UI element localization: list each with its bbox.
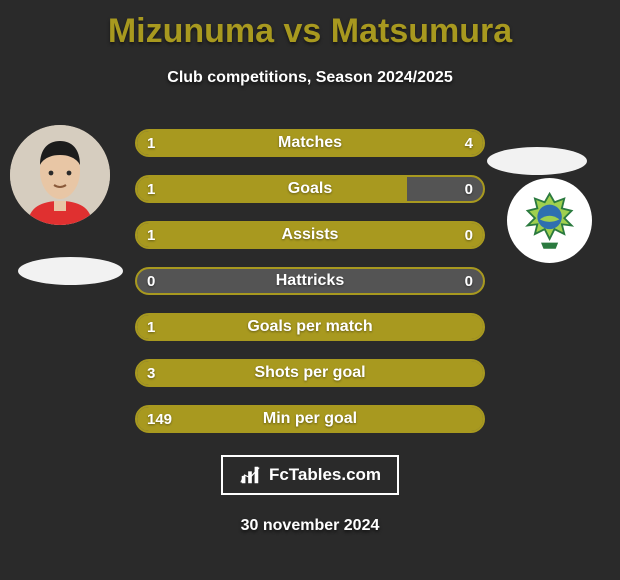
stat-row: 1Assists0 [135, 221, 485, 249]
stat-value-left: 1 [147, 227, 155, 244]
stat-row: 149Min per goal [135, 405, 485, 433]
player-left-club-ellipse [18, 257, 123, 285]
stat-label: Shots per goal [137, 364, 483, 382]
page-title: Mizunuma vs Matsumura [108, 12, 512, 51]
stat-label: Min per goal [137, 410, 483, 428]
stat-row: 3Shots per goal [135, 359, 485, 387]
stat-value-left: 1 [147, 319, 155, 336]
stat-row: 1Goals per match [135, 313, 485, 341]
stat-row: 0Hattricks0 [135, 267, 485, 295]
stat-row: 1Goals0 [135, 175, 485, 203]
avatar-placeholder-icon [10, 125, 110, 225]
stat-value-left: 1 [147, 135, 155, 152]
stat-label: Matches [137, 134, 483, 152]
stat-label: Goals per match [137, 318, 483, 336]
page-subtitle: Club competitions, Season 2024/2025 [167, 69, 452, 87]
stat-value-right: 0 [465, 273, 473, 290]
stat-row: 1Matches4 [135, 129, 485, 157]
player-left-avatar [10, 125, 110, 225]
stat-rows: 1Matches41Goals01Assists00Hattricks01Goa… [135, 129, 485, 433]
source-logo-text: FcTables.com [269, 465, 381, 485]
source-logo: FcTables.com [221, 455, 399, 495]
stat-label: Goals [137, 180, 483, 198]
stat-value-left: 1 [147, 181, 155, 198]
player-right-club-crest [507, 178, 592, 263]
bar-chart-icon [239, 464, 261, 486]
club-crest-icon [519, 190, 580, 251]
snapshot-date: 30 november 2024 [241, 517, 380, 535]
stat-label: Hattricks [137, 272, 483, 290]
comparison-card: Mizunuma vs Matsumura Club competitions,… [0, 0, 620, 580]
stat-value-right: 0 [465, 227, 473, 244]
stat-value-left: 149 [147, 411, 172, 428]
stat-value-right: 4 [465, 135, 473, 152]
stat-label: Assists [137, 226, 483, 244]
stat-value-left: 0 [147, 273, 155, 290]
stat-value-right: 0 [465, 181, 473, 198]
player-right-club-ellipse [487, 147, 587, 175]
stat-value-left: 3 [147, 365, 155, 382]
